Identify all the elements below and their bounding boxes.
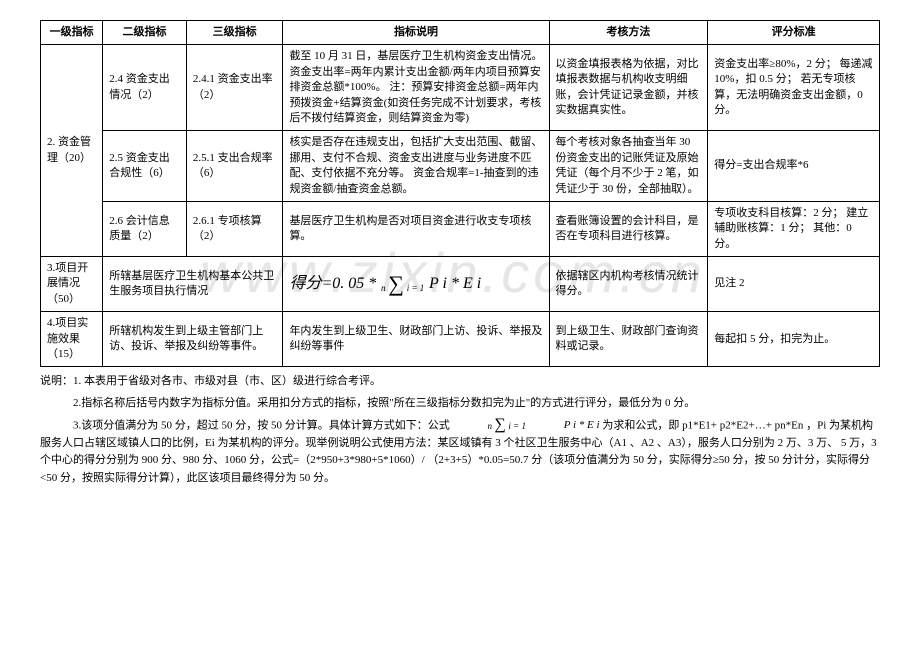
cell-score: 见注 2 (708, 257, 880, 312)
cell-method: 每个考核对象各抽查当年 30 份资金支出的记账凭证及原始凭证（每个月不少于 2 … (549, 131, 708, 202)
cell-level1: 3.项目开展情况（50） (41, 257, 103, 312)
indicator-table: 一级指标 二级指标 三级指标 指标说明 考核方法 评分标准 2. 资金管理（20… (40, 20, 880, 367)
header-desc: 指标说明 (283, 21, 549, 45)
cell-level1: 2. 资金管理（20） (41, 45, 103, 257)
note-1: 说明：1. 本表用于省级对各市、市级对县（市、区）级进行综合考评。 (40, 373, 880, 391)
cell-level3: 2.4.1 资金支出率（2） (186, 45, 283, 131)
cell-level2: 2.4 资金支出情况（2） (103, 45, 187, 131)
table-header-row: 一级指标 二级指标 三级指标 指标说明 考核方法 评分标准 (41, 21, 880, 45)
header-method: 考核方法 (549, 21, 708, 45)
formula-suffix: P i * E i (429, 273, 481, 295)
sigma-symbol: ∑ (388, 271, 404, 296)
header-level1: 一级指标 (41, 21, 103, 45)
notes-block: 说明：1. 本表用于省级对各市、市级对县（市、区）级进行综合考评。 2.指标名称… (40, 373, 880, 487)
note-3-text-a: 3.该项分值满分为 50 分，超过 50 分，按 50 分计算。具体计算方式如下… (73, 419, 453, 431)
cell-level3: 2.6.1 专项核算（2） (186, 201, 283, 256)
formula-prefix: 得分=0. 05 * (289, 273, 376, 295)
table-row: 3.项目开展情况（50） 所辖基层医疗卫生机构基本公共卫生服务项目执行情况 得分… (41, 257, 880, 312)
header-level2: 二级指标 (103, 21, 187, 45)
sigma-icon: n ∑ i = 1 (455, 418, 526, 432)
header-score: 评分标准 (708, 21, 880, 45)
table-row: 2. 资金管理（20） 2.4 资金支出情况（2） 2.4.1 资金支出率（2）… (41, 45, 880, 131)
note-2: 2.指标名称后括号内数字为指标分值。采用扣分方式的指标，按照"所在三级指标分数扣… (40, 395, 880, 413)
cell-desc: 核实是否存在违规支出，包括扩大支出范围、截留、挪用、支付不合规、资金支出进度与业… (283, 131, 549, 202)
sigma-symbol: ∑ (495, 416, 506, 433)
sigma-top: n (381, 283, 386, 293)
cell-method: 以资金填报表格为依据，对比填报表数据与机构收支明细账，会计凭证记录金额，并核实数… (549, 45, 708, 131)
sigma-bottom: i = 1 (407, 283, 425, 293)
table-row: 2.5 资金支出合规性（6） 2.5.1 支出合规率（6） 核实是否存在违规支出… (41, 131, 880, 202)
cell-level1: 4.项目实施效果（15） (41, 312, 103, 367)
note-3-formula: P i * E i (531, 417, 600, 435)
cell-method: 到上级卫生、财政部门查询资料或记录。 (549, 312, 708, 367)
cell-desc-formula: 得分=0. 05 * n ∑ i = 1 P i * E i (283, 257, 549, 312)
cell-score: 资金支出率≥80%，2 分； 每递减 10%，扣 0.5 分； 若无专项核算，无… (708, 45, 880, 131)
cell-level3: 2.5.1 支出合规率（6） (186, 131, 283, 202)
cell-desc: 截至 10 月 31 日，基层医疗卫生机构资金支出情况。 资金支出率=两年内累计… (283, 45, 549, 131)
note-3: 3.该项分值满分为 50 分，超过 50 分，按 50 分计算。具体计算方式如下… (40, 417, 880, 488)
cell-level2: 所辖机构发生到上级主管部门上访、投诉、举报及纠纷等事件。 (103, 312, 283, 367)
cell-level2: 所辖基层医疗卫生机构基本公共卫生服务项目执行情况 (103, 257, 283, 312)
cell-desc: 年内发生到上级卫生、财政部门上访、投诉、举报及纠纷等事件 (283, 312, 549, 367)
table-row: 4.项目实施效果（15） 所辖机构发生到上级主管部门上访、投诉、举报及纠纷等事件… (41, 312, 880, 367)
cell-method: 依据辖区内机构考核情况统计得分。 (549, 257, 708, 312)
cell-level2: 2.6 会计信息质量（2） (103, 201, 187, 256)
sigma-top: n (488, 421, 493, 431)
cell-desc: 基层医疗卫生机构是否对项目资金进行收支专项核算。 (283, 201, 549, 256)
cell-level2: 2.5 资金支出合规性（6） (103, 131, 187, 202)
cell-score: 得分=支出合规率*6 (708, 131, 880, 202)
table-row: 2.6 会计信息质量（2） 2.6.1 专项核算（2） 基层医疗卫生机构是否对项… (41, 201, 880, 256)
header-level3: 三级指标 (186, 21, 283, 45)
sigma-bottom: i = 1 (508, 421, 526, 431)
cell-score: 专项收支科目核算：2 分； 建立辅助账核算：1 分； 其他：0 分。 (708, 201, 880, 256)
cell-score: 每起扣 5 分，扣完为止。 (708, 312, 880, 367)
sigma-icon: n ∑ i = 1 (381, 274, 424, 294)
cell-method: 查看账簿设置的会计科目，是否在专项科目进行核算。 (549, 201, 708, 256)
